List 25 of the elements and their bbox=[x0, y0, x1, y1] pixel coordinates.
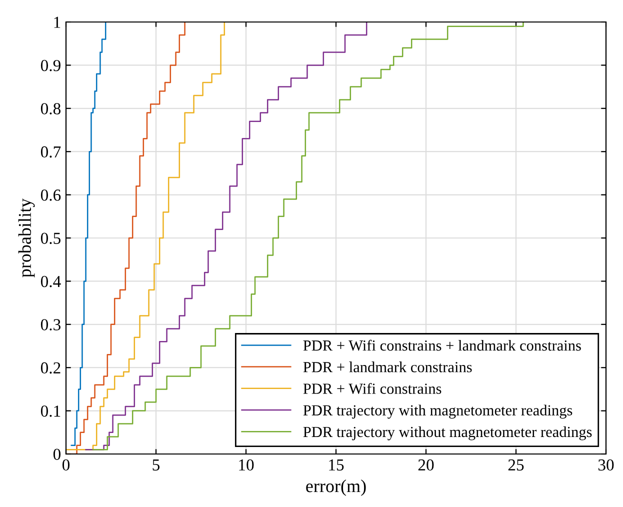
legend-label: PDR + Wifi constrains + landmark constrains bbox=[303, 340, 581, 351]
y-tick-label: 0.4 bbox=[40, 276, 61, 288]
y-tick-label: 0.5 bbox=[40, 232, 60, 244]
legend-label: PDR + Wifi constrains bbox=[303, 382, 442, 394]
y-tick-label: 0.9 bbox=[40, 60, 60, 72]
y-tick-label: 0.1 bbox=[40, 406, 60, 417]
legend-label: PDR trajectory without magnetometer readings bbox=[303, 426, 592, 440]
y-axis-title: probability bbox=[18, 198, 35, 278]
x-tick-label: 15 bbox=[329, 459, 344, 471]
y-tick-label: 1 bbox=[54, 16, 60, 28]
x-tick-label: 30 bbox=[598, 459, 614, 471]
y-tick-label: 0.8 bbox=[40, 103, 61, 114]
y-tick-label: 0.2 bbox=[40, 362, 60, 374]
y-tick-label: 0.7 bbox=[40, 146, 61, 158]
legend-label: PDR + landmark constrains bbox=[303, 362, 472, 372]
x-axis-title: error(m) bbox=[306, 480, 366, 496]
x-tick-label: 25 bbox=[508, 459, 524, 471]
y-tick-label: 0 bbox=[53, 448, 61, 460]
y-tick-label: 0.6 bbox=[40, 190, 61, 201]
legend-label: PDR trajectory with magnetometer readings bbox=[303, 404, 572, 419]
x-tick-label: 10 bbox=[239, 459, 254, 471]
x-tick-label: 5 bbox=[152, 460, 160, 471]
x-tick-label: 20 bbox=[418, 459, 434, 471]
x-tick-label: 0 bbox=[62, 459, 70, 471]
y-tick-label: 0.3 bbox=[40, 319, 60, 330]
